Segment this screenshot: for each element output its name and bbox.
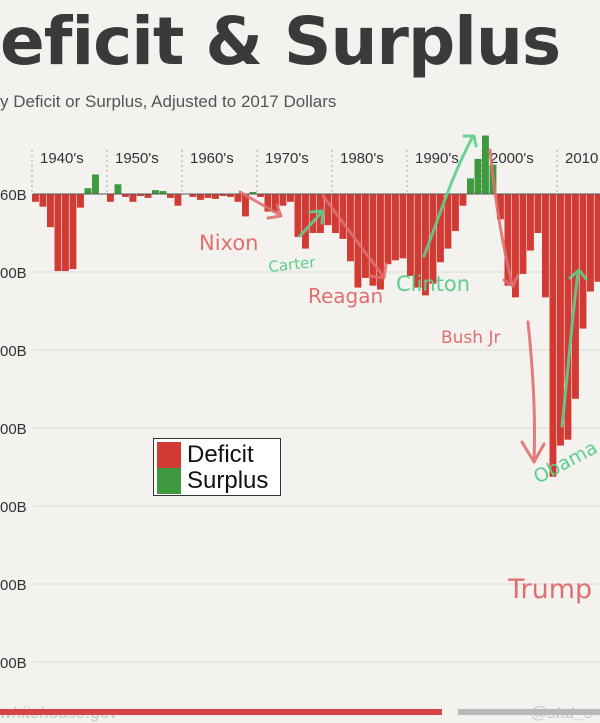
bar [287, 194, 294, 202]
legend-label-deficit: Deficit [187, 441, 254, 469]
bar [55, 194, 62, 271]
bar [467, 178, 474, 194]
bar [542, 194, 549, 297]
y-tick-labels: 60B 00B 00B 00B 00B 00B 00B [0, 187, 27, 672]
bar [167, 194, 174, 198]
bar [580, 194, 587, 329]
bar [550, 194, 557, 477]
bar [482, 136, 489, 195]
decade-label: 1950's [115, 150, 159, 167]
bar [77, 194, 84, 208]
bar [205, 194, 212, 198]
footer-gray-bar [458, 709, 600, 715]
y-tick-label: 00B [0, 577, 27, 594]
decade-label: 1940's [40, 150, 84, 167]
legend-item-deficit: Deficit [157, 442, 254, 468]
bar [212, 194, 219, 199]
bar [362, 194, 369, 278]
decade-label: 1990's [415, 150, 459, 167]
annotation-nixon: Nixon [199, 231, 258, 255]
bar [175, 194, 182, 206]
bar [92, 175, 99, 195]
bar [62, 194, 69, 271]
annotation-trump: Trump [507, 574, 592, 605]
y-tick-label: 60B [0, 187, 27, 204]
decade-label: 1960's [190, 150, 234, 167]
bar [295, 194, 302, 237]
annotation-labels: Nixon Carter Reagan Clinton Bush Jr Obama Trum… [199, 231, 600, 605]
legend-item-surplus: Surplus [157, 468, 268, 494]
decade-label: 2000's [490, 150, 534, 167]
footer-red-bar [0, 709, 442, 715]
bush-down-arrow [522, 322, 544, 462]
bar [400, 194, 407, 258]
y-tick-label: 00B [0, 343, 27, 360]
bar [145, 194, 152, 198]
bar [310, 194, 317, 233]
legend-swatch-deficit [157, 442, 181, 468]
annotation-obama: Obama [530, 437, 600, 489]
legend-swatch-surplus [157, 468, 181, 494]
bar [452, 194, 459, 231]
annotation-clinton: Clinton [396, 272, 470, 296]
bar [587, 194, 594, 292]
bar [130, 194, 137, 202]
y-tick-label: 00B [0, 655, 27, 672]
legend-label-surplus: Surplus [187, 467, 268, 495]
y-tick-label: 00B [0, 499, 27, 516]
decade-label: 2010 [565, 150, 598, 167]
bar [475, 159, 482, 194]
bar [385, 194, 392, 264]
y-tick-label: 00B [0, 265, 27, 282]
bar [235, 194, 242, 202]
annotation-reagan: Reagan [308, 284, 383, 308]
y-tick-label: 00B [0, 421, 27, 438]
bar [40, 194, 47, 207]
bar [197, 194, 204, 200]
annotation-arrows [240, 136, 586, 462]
bar [460, 194, 467, 206]
bar [115, 184, 122, 194]
decade-label: 1970's [265, 150, 309, 167]
bar [535, 194, 542, 233]
bar [32, 194, 39, 202]
bar [280, 194, 287, 206]
bar [520, 194, 527, 274]
bar [392, 194, 399, 260]
bar [407, 194, 414, 276]
decade-labels: 1940's 1950's 1960's 1970's 1980's 1990's 2000… [40, 150, 598, 167]
bar [595, 194, 600, 282]
bar [107, 194, 114, 202]
bar [152, 190, 159, 194]
decade-label: 1980's [340, 150, 384, 167]
bar [527, 194, 534, 251]
bar [302, 194, 309, 249]
bar [340, 194, 347, 239]
legend: Deficit Surplus [153, 438, 281, 496]
bar [85, 188, 92, 194]
annotation-carter: Carter [268, 253, 318, 276]
bar [370, 194, 377, 286]
annotation-bush-jr: Bush Jr [441, 328, 500, 348]
bar [47, 194, 54, 227]
bar [70, 194, 77, 269]
